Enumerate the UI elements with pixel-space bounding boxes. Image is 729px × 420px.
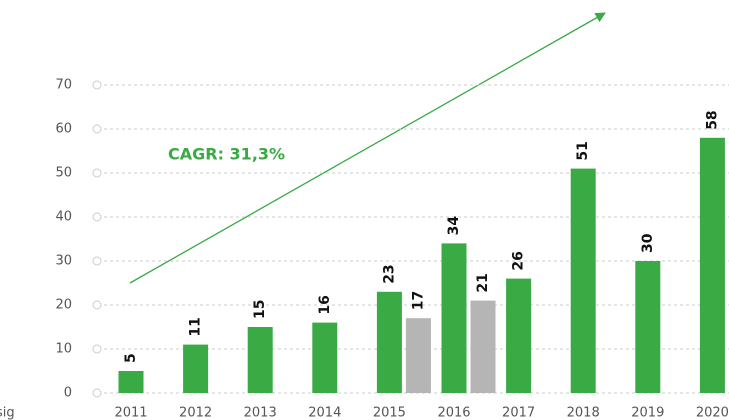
trend-arrow (129, 12, 606, 284)
y-tick-label: 50 (55, 166, 72, 181)
bar (470, 300, 496, 393)
bar (441, 243, 467, 393)
bar (247, 327, 273, 393)
value-label: 15 (252, 300, 268, 319)
value-label: 16 (317, 295, 333, 314)
y-tick-label: 30 (55, 254, 72, 269)
y-tick-label: 20 (55, 298, 72, 313)
x-tick-label: 2013 (244, 406, 277, 420)
x-tick-label: 2018 (567, 406, 600, 420)
tick-mark (92, 124, 102, 134)
annotation: CAGR: 31,3% (168, 145, 285, 164)
value-label: 11 (188, 317, 204, 336)
value-label: 51 (575, 141, 591, 160)
bar (183, 344, 209, 393)
bar (699, 137, 725, 393)
value-label: 21 (475, 273, 491, 292)
bar (405, 318, 431, 393)
value-label: 30 (640, 233, 656, 253)
x-tick-label: 2017 (502, 406, 535, 420)
x-tick-label: 2011 (114, 406, 147, 420)
bar (118, 371, 144, 393)
tick-mark (92, 388, 102, 398)
y-tick-label: 0 (64, 386, 72, 401)
value-label: 58 (704, 110, 720, 129)
value-label: 5 (123, 353, 139, 363)
x-tick-label: 2019 (631, 406, 664, 420)
value-label: 17 (410, 291, 426, 310)
x-tick-label: 2016 (437, 406, 470, 420)
x-tick-label: 2015 (373, 406, 406, 420)
bar (635, 261, 661, 393)
x-tick-label: 2012 (179, 406, 212, 420)
tick-mark (92, 80, 102, 90)
tick-mark (92, 256, 102, 266)
tick-mark (92, 212, 102, 222)
bar (506, 278, 532, 393)
tick-mark (92, 300, 102, 310)
y-tick-label: 40 (55, 210, 72, 225)
y-tick-label: 60 (55, 122, 72, 137)
x-tick-label: 2014 (308, 406, 341, 420)
x-tick-label: 2020 (696, 406, 729, 420)
value-label: 23 (381, 264, 397, 283)
footnote: sig (0, 406, 15, 420)
value-label: 34 (446, 216, 462, 236)
bar (376, 291, 402, 393)
value-label: 26 (511, 251, 527, 270)
bar (570, 168, 596, 393)
bar (312, 322, 338, 393)
y-tick-label: 70 (55, 78, 72, 93)
y-tick-label: 10 (55, 342, 72, 357)
tick-mark (92, 168, 102, 178)
tick-mark (92, 344, 102, 354)
